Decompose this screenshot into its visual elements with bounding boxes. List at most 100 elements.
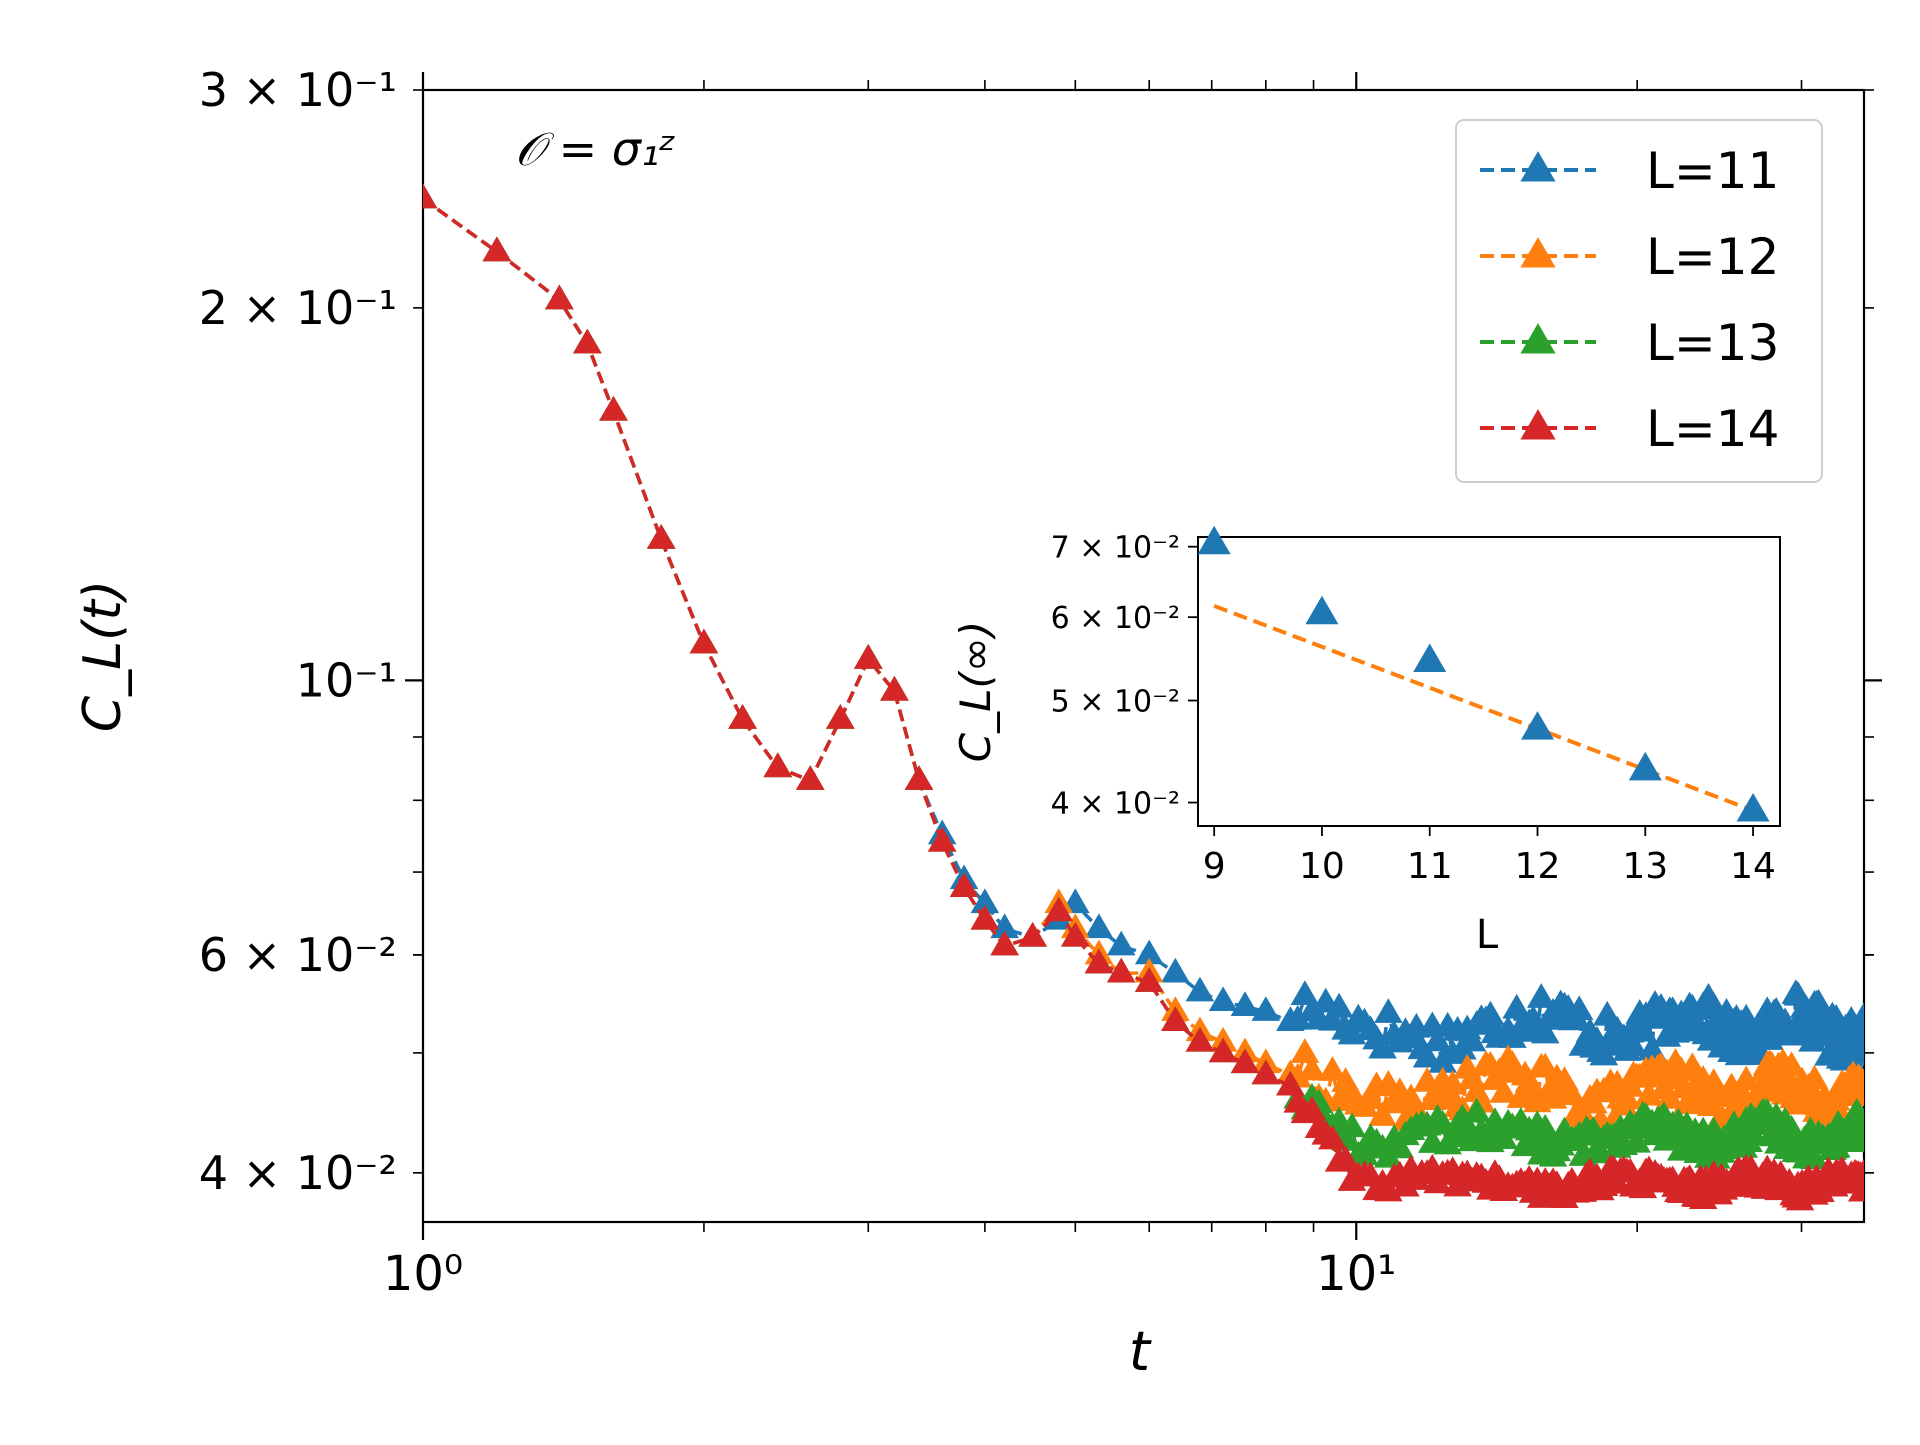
data-point [1391, 1171, 1420, 1197]
inset-x-axis-label: L [1476, 912, 1499, 958]
x-tick-label: 10⁰ [383, 1246, 463, 1302]
inset-x-tick-label: 13 [1622, 846, 1668, 887]
inset-data-point [1736, 792, 1770, 822]
data-point [599, 395, 628, 421]
data-point [1350, 1140, 1379, 1166]
data-point [1208, 1037, 1238, 1063]
inset-plot: 9 10 11 12 13 14 7 × 10⁻² 6 × 10⁻² 5 × 10⁻² 4 × 1… [951, 525, 1781, 958]
y-tick-label: 10⁻¹ [296, 653, 397, 707]
inset-x-tick-label: 14 [1730, 846, 1776, 887]
data-point [1337, 1112, 1367, 1138]
y-tick-label: 3 × 10⁻¹ [199, 63, 397, 117]
inset-frame [1197, 536, 1781, 827]
inset-y-tick-label: 5 × 10⁻² [1051, 685, 1180, 720]
data-point [1530, 1018, 1560, 1044]
data-point [1800, 1064, 1829, 1090]
inset-data-point [1413, 643, 1447, 672]
data-point [1564, 995, 1594, 1021]
data-point [1476, 1000, 1505, 1026]
legend-item: L=12 [1480, 228, 1779, 286]
data-point [1061, 921, 1090, 947]
data-point [1612, 1084, 1642, 1110]
inset-y-tick-label: 7 × 10⁻² [1051, 531, 1180, 566]
data-point [1457, 1026, 1487, 1052]
legend-item: L=11 [1480, 142, 1779, 200]
data-point [1637, 1035, 1667, 1061]
legend: L=11 L=12 L=13 L=14 [1455, 119, 1823, 483]
legend-label: L=11 [1646, 142, 1779, 200]
data-point [990, 930, 1019, 956]
y-tick-label: 6 × 10⁻² [199, 928, 397, 982]
data-point [1634, 1080, 1664, 1106]
legend-label: L=14 [1646, 400, 1779, 458]
y-tick-label: 2 × 10⁻¹ [199, 281, 397, 335]
series-l-11 [423, 183, 1864, 1073]
data-point [1849, 1002, 1864, 1027]
data-point [1324, 992, 1354, 1018]
data-point [1318, 1056, 1347, 1081]
data-point [1530, 1052, 1560, 1078]
data-point [1589, 1040, 1619, 1066]
data-point [573, 328, 602, 354]
data-point [1502, 993, 1531, 1019]
data-point [763, 752, 793, 778]
data-point [1489, 1078, 1519, 1103]
data-point [1134, 967, 1164, 992]
legend-box [1455, 119, 1823, 483]
data-point [1331, 1145, 1360, 1171]
inset-data-point [1197, 525, 1231, 555]
data-point [1849, 1158, 1864, 1184]
data-point [1847, 1106, 1864, 1131]
inset-x-tick-label: 9 [1203, 846, 1226, 887]
data-point [904, 765, 934, 790]
data-point [1297, 1055, 1327, 1081]
data-point [423, 183, 438, 209]
data-point [646, 524, 676, 549]
data-point [1462, 1097, 1491, 1123]
data-point [1251, 996, 1281, 1021]
series-layer [423, 183, 1864, 1211]
data-point [970, 904, 1000, 930]
data-point [482, 236, 512, 262]
data-point [1423, 1026, 1452, 1052]
data-point [689, 628, 719, 654]
data-point [853, 643, 883, 669]
data-point [1106, 957, 1136, 983]
legend-item: L=13 [1480, 314, 1779, 372]
data-point [1655, 1084, 1685, 1109]
legend-label: L=13 [1646, 314, 1779, 372]
inset-fit-line [1213, 604, 1754, 813]
data-point [1161, 1006, 1190, 1031]
inset-data-point [1521, 711, 1554, 740]
data-point [1208, 986, 1238, 1012]
data-point [1526, 983, 1556, 1008]
inset-y-tick-label: 6 × 10⁻² [1051, 601, 1180, 636]
data-point [826, 704, 855, 729]
data-point [1251, 1059, 1281, 1085]
inset-data-point [1305, 595, 1339, 625]
data-point [1318, 1124, 1347, 1150]
annotation: 𝒪 = σ₁ᶻ [515, 122, 676, 176]
data-point [1368, 1101, 1397, 1126]
data-point [1161, 957, 1190, 983]
data-point [1356, 1084, 1385, 1110]
data-point [1800, 1144, 1829, 1170]
inset-y-tick-label: 4 × 10⁻² [1051, 787, 1180, 822]
data-point [728, 704, 757, 729]
legend-marker [1520, 409, 1556, 440]
x-tick-label: 10¹ [1316, 1246, 1396, 1302]
legend-label: L=12 [1646, 228, 1779, 286]
data-point [1324, 1086, 1354, 1111]
data-point [1849, 1122, 1864, 1148]
inset-x-tick-label: 10 [1299, 846, 1345, 887]
legend-marker [1520, 151, 1556, 182]
data-point [1230, 991, 1260, 1016]
data-point [545, 284, 574, 310]
data-point [1777, 1051, 1806, 1077]
data-point [1084, 948, 1114, 974]
data-point [1185, 976, 1215, 1002]
data-point [949, 872, 979, 898]
inset-x-tick-label: 12 [1515, 846, 1561, 887]
data-point [1318, 1005, 1347, 1031]
